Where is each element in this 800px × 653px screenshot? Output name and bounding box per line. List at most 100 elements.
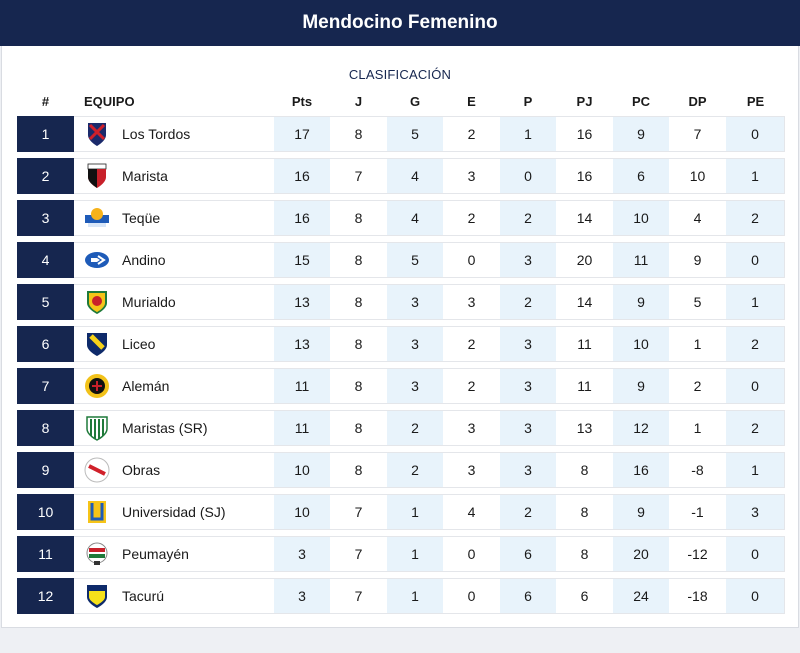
team-cell[interactable]: Marista [74,158,274,194]
standings-table: # EQUIPO Pts J G E P PJ PC DP PE 1 Los To… [17,86,785,620]
standings-panel: CLASIFICACIÓN # EQUIPO Pts J G E P PJ PC… [1,46,799,628]
stat-e-cell: 0 [443,536,500,572]
team-name: Liceo [122,336,156,352]
universidad-sj-crest-icon [84,499,110,525]
team-name: Alemán [122,378,170,394]
position-cell: 6 [17,326,74,362]
table-row[interactable]: 4 Andino 15 8 5 0 3 20 11 9 0 [17,242,785,278]
position-cell: 11 [17,536,74,572]
team-name: Marista [122,168,168,184]
stat-pc-cell: 11 [613,242,669,278]
maristas-sr-crest-icon [84,415,110,441]
table-row[interactable]: 8 Maristas (SR) 11 8 2 3 3 13 12 1 2 [17,410,785,446]
stat-dp-cell: -1 [669,494,726,530]
table-row[interactable]: 1 Los Tordos 17 8 5 2 1 16 9 7 0 [17,116,785,152]
col-header-pj: PJ [576,93,593,109]
stat-j-cell: 8 [330,284,387,320]
stat-dp-cell: 4 [669,200,726,236]
team-cell[interactable]: Peumayén [74,536,274,572]
stat-p-cell: 0 [500,158,556,194]
stat-g-cell: 2 [387,410,443,446]
team-cell[interactable]: Universidad (SJ) [74,494,274,530]
stat-pe-cell: 0 [726,242,785,278]
stat-j-cell: 7 [330,536,387,572]
stat-p-cell: 3 [500,368,556,404]
team-name: Teqüe [122,210,161,226]
position-cell: 12 [17,578,74,614]
table-row[interactable]: 6 Liceo 13 8 3 2 3 11 10 1 2 [17,326,785,362]
stat-pc-cell: 6 [613,158,669,194]
stat-pj-cell: 14 [556,200,613,236]
stat-g-cell: 4 [387,158,443,194]
stat-e-cell: 3 [443,410,500,446]
team-name: Murialdo [122,294,176,310]
stat-pts-cell: 3 [274,578,330,614]
table-row[interactable]: 11 Peumayén 3 7 1 0 6 8 20 -12 0 [17,536,785,572]
stat-pc-cell: 9 [613,284,669,320]
obras-crest-icon [84,457,110,483]
team-name: Los Tordos [122,126,191,142]
table-row[interactable]: 9 Obras 10 8 2 3 3 8 16 -8 1 [17,452,785,488]
stat-pe-cell: 2 [726,326,785,362]
stat-j-cell: 8 [330,368,387,404]
team-name: Andino [122,252,166,268]
stat-p-cell: 3 [500,410,556,446]
team-cell[interactable]: Teqüe [74,200,274,236]
table-row[interactable]: 2 Marista 16 7 4 3 0 16 6 10 1 [17,158,785,194]
stat-pj-cell: 16 [556,116,613,152]
stat-p-cell: 3 [500,452,556,488]
stat-pc-cell: 16 [613,452,669,488]
stat-pts-cell: 10 [274,494,330,530]
team-cell[interactable]: Alemán [74,368,274,404]
stat-e-cell: 2 [443,326,500,362]
stat-pe-cell: 2 [726,410,785,446]
team-cell[interactable]: Obras [74,452,274,488]
stat-e-cell: 4 [443,494,500,530]
stat-p-cell: 3 [500,326,556,362]
stat-dp-cell: 1 [669,326,726,362]
stat-dp-cell: 1 [669,410,726,446]
stat-pe-cell: 0 [726,578,785,614]
stat-j-cell: 8 [330,116,387,152]
col-header-team: EQUIPO [84,93,135,109]
col-header-e: E [467,93,476,109]
stat-dp-cell: -8 [669,452,726,488]
position-cell: 7 [17,368,74,404]
team-cell[interactable]: Liceo [74,326,274,362]
stat-p-cell: 2 [500,200,556,236]
stat-e-cell: 0 [443,242,500,278]
position-cell: 5 [17,284,74,320]
murialdo-crest-icon [84,289,110,315]
team-name: Maristas (SR) [122,420,208,436]
team-cell[interactable]: Maristas (SR) [74,410,274,446]
stat-g-cell: 3 [387,284,443,320]
table-row[interactable]: 7 Alemán 11 8 3 2 3 11 9 2 0 [17,368,785,404]
table-row[interactable]: 10 Universidad (SJ) 10 7 1 4 2 8 9 -1 3 [17,494,785,530]
stat-pj-cell: 14 [556,284,613,320]
team-name: Tacurú [122,588,165,604]
table-row[interactable]: 5 Murialdo 13 8 3 3 2 14 9 5 1 [17,284,785,320]
stat-j-cell: 7 [330,158,387,194]
stat-j-cell: 8 [330,410,387,446]
stat-pts-cell: 13 [274,326,330,362]
stat-g-cell: 5 [387,116,443,152]
team-cell[interactable]: Murialdo [74,284,274,320]
stat-pc-cell: 24 [613,578,669,614]
team-cell[interactable]: Andino [74,242,274,278]
page-header: Mendocino Femenino [0,0,800,46]
stat-pc-cell: 9 [613,116,669,152]
stat-pe-cell: 1 [726,158,785,194]
stat-e-cell: 0 [443,578,500,614]
table-row[interactable]: 3 Teqüe 16 8 4 2 2 14 10 4 2 [17,200,785,236]
team-cell[interactable]: Tacurú [74,578,274,614]
table-row[interactable]: 12 Tacurú 3 7 1 0 6 6 24 -18 0 [17,578,785,614]
stat-g-cell: 3 [387,326,443,362]
col-header-pc: PC [631,93,651,109]
stat-p-cell: 3 [500,242,556,278]
stat-pts-cell: 17 [274,116,330,152]
stat-pe-cell: 2 [726,200,785,236]
stat-g-cell: 1 [387,494,443,530]
aleman-crest-icon [84,373,110,399]
stat-pts-cell: 10 [274,452,330,488]
team-cell[interactable]: Los Tordos [74,116,274,152]
